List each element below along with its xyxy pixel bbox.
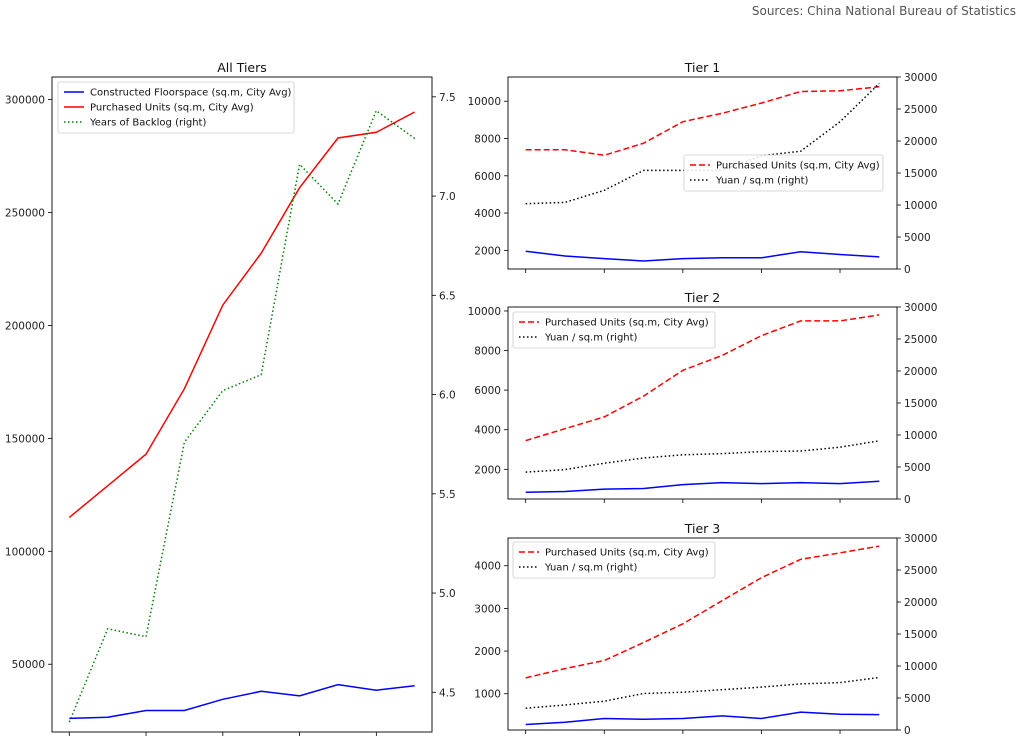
y-left-tick-label: 6000 [474,171,501,183]
series-line-2 [68,111,416,518]
legend: Purchased Units (sq.m, City Avg) Yuan / s… [512,541,716,579]
series-line-1 [525,711,880,726]
y-right-tick-label: 5000 [904,232,931,244]
y-right-tick-label: 0 [904,494,911,506]
y-right-tick-label: 20000 [904,136,937,148]
chart-title: Tier 1 [684,60,720,75]
plot-frame [51,76,433,733]
y-left-tick-label: 8000 [474,134,501,146]
legend-box [512,541,716,579]
y-left-tick-label: 100000 [5,546,45,558]
y-right-tick-label: 15000 [904,398,937,410]
legend-label: Purchased Units (sq.m, City Avg) [545,548,709,559]
series-line-3 [525,440,880,473]
series-line-1 [525,480,880,494]
y-left-tick-label: 10000 [468,306,501,318]
panel-3: Tier 2 2000 4000 6000 8000 10000 0 5000 10000 150… [468,290,938,506]
y-left-tick-label: 10000 [468,96,501,108]
legend-box [683,154,884,192]
y-left-tick-label: 50000 [12,659,45,671]
series-line-1 [69,683,415,720]
y-right-tick-label: 15000 [904,629,937,641]
y-left-tick-label: 2000 [474,245,501,257]
y-right-tick-label: 7.0 [439,191,456,203]
y-right-tick-label: 20000 [904,366,937,378]
legend: Purchased Units (sq.m, City Avg) Yuan / s… [512,311,716,349]
y-right-tick-label: 30000 [904,302,937,314]
y-left-tick-label: 250000 [5,208,45,220]
y-right-tick-label: 25000 [904,565,937,577]
y-right-tick-label: 15000 [904,168,937,180]
y-right-tick-label: 5000 [904,693,931,705]
chart-title: Tier 2 [684,290,720,305]
y-right-tick-label: 5.0 [439,588,456,600]
legend-label: Constructed Floorspace (sq.m, City Avg) [90,88,292,99]
series-line-2 [525,314,880,442]
y-right-tick-label: 0 [904,725,911,737]
y-left-tick-label: 4000 [474,561,501,573]
y-right-tick-label: 30000 [904,72,937,84]
series-line-3 [68,109,416,723]
y-left-tick-label: 300000 [5,95,45,107]
series-line-3 [525,82,880,205]
legend-box [512,311,716,349]
legend-label: Yuan / sq.m (right) [544,563,638,574]
y-right-tick-label: 10000 [904,661,937,673]
y-right-tick-label: 0 [904,264,911,276]
y-left-tick-label: 6000 [474,385,501,397]
series-line-1 [525,250,880,262]
y-right-tick-label: 10000 [904,200,937,212]
panel-2: Tier 1 2000 4000 6000 8000 10000 0 5000 10000 150… [468,60,938,276]
y-left-tick-label: 2000 [474,646,501,658]
legend: Purchased Units (sq.m, City Avg) Yuan / s… [683,154,884,192]
y-right-tick-label: 4.5 [439,687,456,699]
legend-label: Purchased Units (sq.m, City Avg) [545,318,709,329]
panel-1: All Tiers 50000 100000 150000 200000 250000 30… [5,60,456,736]
y-left-tick-label: 1000 [474,689,501,701]
chart-title: Tier 3 [684,521,720,536]
y-left-tick-label: 2000 [474,464,501,476]
y-left-tick-label: 4000 [474,425,501,437]
series-line-2 [525,545,880,679]
y-left-tick-label: 150000 [5,433,45,445]
y-right-tick-label: 5.5 [439,489,456,501]
legend-label: Purchased Units (sq.m, City Avg) [90,103,254,114]
chart-title: All Tiers [217,60,267,75]
legend-label: Yuan / sq.m (right) [544,333,638,344]
y-right-tick-label: 5000 [904,462,931,474]
y-left-tick-label: 4000 [474,208,501,220]
y-right-tick-label: 25000 [904,104,937,116]
y-left-tick-label: 8000 [474,346,501,358]
source-note: Sources: China National Bureau of Statis… [751,4,1016,18]
y-right-tick-label: 20000 [904,597,937,609]
y-right-tick-label: 6.0 [439,390,456,402]
legend-box [57,81,295,134]
y-left-tick-label: 3000 [474,603,501,615]
legend: Constructed Floorspace (sq.m, City Avg) P… [57,81,295,134]
legend-label: Yuan / sq.m (right) [715,176,809,187]
panel-4: Tier 3 1000 2000 3000 4000 0 5000 10000 15000 200… [474,521,937,737]
y-right-tick-label: 10000 [904,430,937,442]
series-line-3 [525,676,880,709]
y-right-tick-label: 25000 [904,334,937,346]
legend-label: Purchased Units (sq.m, City Avg) [716,161,880,172]
y-left-tick-label: 200000 [5,320,45,332]
y-right-tick-label: 30000 [904,533,937,545]
y-right-tick-label: 6.5 [439,290,456,302]
legend-label: Years of Backlog (right) [89,118,206,129]
y-right-tick-label: 7.5 [439,92,456,104]
series-line-2 [525,85,880,157]
